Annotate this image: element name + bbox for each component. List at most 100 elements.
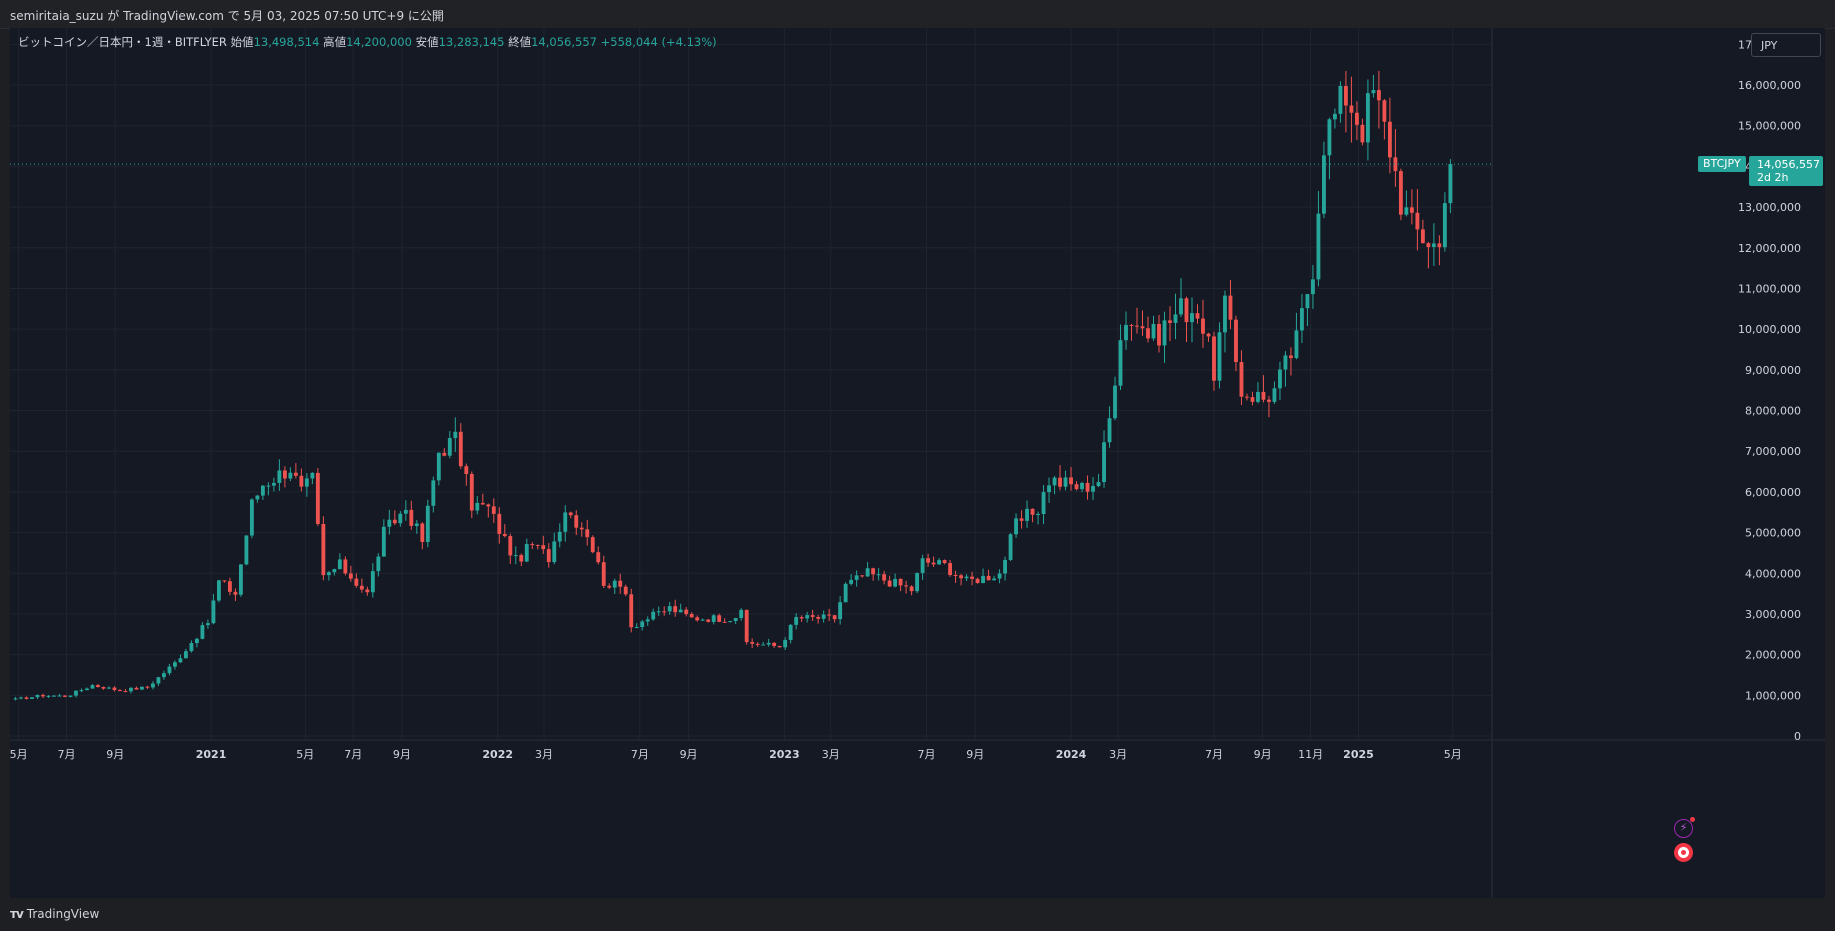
candle-body bbox=[112, 687, 117, 691]
currency-button[interactable]: JPY bbox=[1751, 33, 1821, 57]
candle-body bbox=[997, 573, 1002, 579]
candle-body bbox=[1179, 298, 1183, 315]
candle-body bbox=[1333, 113, 1337, 120]
candle-body bbox=[315, 472, 320, 524]
candle-body bbox=[893, 578, 898, 587]
open-label: 始値 bbox=[230, 35, 254, 49]
candle-body bbox=[766, 642, 771, 645]
candle-body bbox=[1365, 93, 1370, 143]
candle-body bbox=[260, 485, 265, 496]
candle-body bbox=[744, 609, 749, 643]
candle-body bbox=[107, 687, 111, 689]
candle-body bbox=[513, 555, 518, 557]
candle-body bbox=[497, 513, 502, 534]
candle-body bbox=[244, 535, 249, 565]
candle-body bbox=[651, 611, 656, 620]
candle-body bbox=[288, 472, 293, 479]
candle-body bbox=[85, 688, 89, 691]
candle-body bbox=[508, 536, 513, 556]
candle-body bbox=[1217, 332, 1222, 381]
candle-body bbox=[30, 697, 34, 699]
change-value: +558,044 (+4.13%) bbox=[600, 35, 717, 49]
candle-body bbox=[689, 614, 694, 618]
candle-body bbox=[266, 485, 271, 487]
tradingview-logo[interactable]: ᴛᴠ TradingView bbox=[10, 907, 99, 921]
candle-body bbox=[1146, 328, 1150, 339]
candle-body bbox=[57, 695, 62, 697]
candle-body bbox=[623, 586, 628, 595]
candle-body bbox=[607, 585, 612, 588]
candle-body bbox=[887, 580, 892, 587]
candle-body bbox=[860, 575, 865, 577]
candle-body bbox=[1442, 203, 1447, 248]
y-tick-label: 1,000,000 bbox=[1745, 689, 1801, 702]
candle-body bbox=[1135, 325, 1139, 327]
candle-body bbox=[189, 643, 194, 652]
candle-body bbox=[167, 666, 172, 674]
candle-body bbox=[959, 575, 964, 579]
symbol-badge: BTCJPY bbox=[1698, 156, 1746, 173]
candle-body bbox=[640, 621, 645, 628]
candle-body bbox=[535, 544, 540, 546]
candle-body bbox=[134, 687, 139, 690]
candle-body bbox=[871, 568, 876, 575]
candle-body bbox=[486, 504, 491, 507]
candle-body bbox=[348, 573, 353, 579]
record-icon[interactable] bbox=[1674, 843, 1693, 862]
candle-body bbox=[1239, 362, 1244, 397]
candle-body bbox=[1228, 295, 1233, 320]
y-tick-label: 2,000,000 bbox=[1745, 649, 1801, 662]
candle-body bbox=[981, 575, 986, 584]
candle-body bbox=[1426, 243, 1431, 248]
candle-body bbox=[1080, 482, 1084, 490]
candle-body bbox=[810, 615, 815, 617]
candle-body bbox=[1085, 482, 1090, 492]
candle-body bbox=[1168, 320, 1172, 323]
y-tick-label: 9,000,000 bbox=[1745, 364, 1801, 377]
candle-body bbox=[1398, 171, 1403, 215]
candle-body bbox=[337, 559, 342, 570]
lightning-icon[interactable]: ⚡ bbox=[1674, 817, 1695, 838]
x-tick-label: 9月 bbox=[1254, 748, 1272, 761]
candle-body bbox=[1162, 320, 1167, 346]
candle-body bbox=[1404, 207, 1409, 215]
publish-bar: semiritaia_suzu が TradingView.com で 5月 0… bbox=[0, 0, 1835, 29]
candle-body bbox=[52, 695, 56, 697]
candle-body bbox=[491, 506, 496, 514]
candle-body bbox=[118, 690, 122, 692]
y-tick-label: 13,000,000 bbox=[1738, 201, 1801, 214]
candle-body bbox=[19, 697, 23, 699]
candle-body bbox=[1030, 508, 1035, 515]
candle-body bbox=[722, 621, 727, 623]
candle-body bbox=[464, 466, 469, 474]
candle-body bbox=[453, 431, 458, 439]
ohlc-legend: ビットコイン／日本円・1週・BITFLYER 始値13,498,514 高値14… bbox=[18, 34, 717, 50]
x-tick-label: 9月 bbox=[966, 748, 984, 761]
chart-area[interactable]: 0 1,000,000 2,000,000 3,000,000 4,000,000 5,0… bbox=[10, 28, 1825, 898]
chart-svg[interactable]: 0 1,000,000 2,000,000 3,000,000 4,000,000 5,0… bbox=[10, 28, 1825, 898]
candle-body bbox=[442, 452, 447, 456]
last-price-badge: 14,056,557 2d 2h bbox=[1749, 156, 1823, 187]
candle-body bbox=[458, 431, 463, 467]
candle-body bbox=[667, 606, 672, 612]
close-value: 14,056,557 bbox=[531, 35, 597, 49]
candle-body bbox=[123, 691, 128, 693]
candle-body bbox=[1102, 442, 1106, 483]
candle-body bbox=[662, 611, 667, 613]
candle-body bbox=[151, 683, 155, 688]
candle-body bbox=[436, 452, 441, 481]
candle-body bbox=[915, 573, 920, 592]
candle-body bbox=[1415, 212, 1420, 230]
candle-body bbox=[557, 531, 562, 542]
candle-body bbox=[1322, 155, 1326, 214]
candle-body bbox=[1234, 319, 1238, 363]
candle-body bbox=[162, 673, 166, 678]
candle-body bbox=[750, 642, 755, 644]
candle-body bbox=[832, 615, 837, 620]
candle-body bbox=[1184, 298, 1189, 323]
candle-body bbox=[530, 544, 535, 546]
candle-body bbox=[1025, 508, 1029, 521]
candle-body bbox=[249, 499, 254, 536]
candle-body bbox=[898, 578, 903, 586]
candle-body bbox=[1151, 323, 1156, 339]
